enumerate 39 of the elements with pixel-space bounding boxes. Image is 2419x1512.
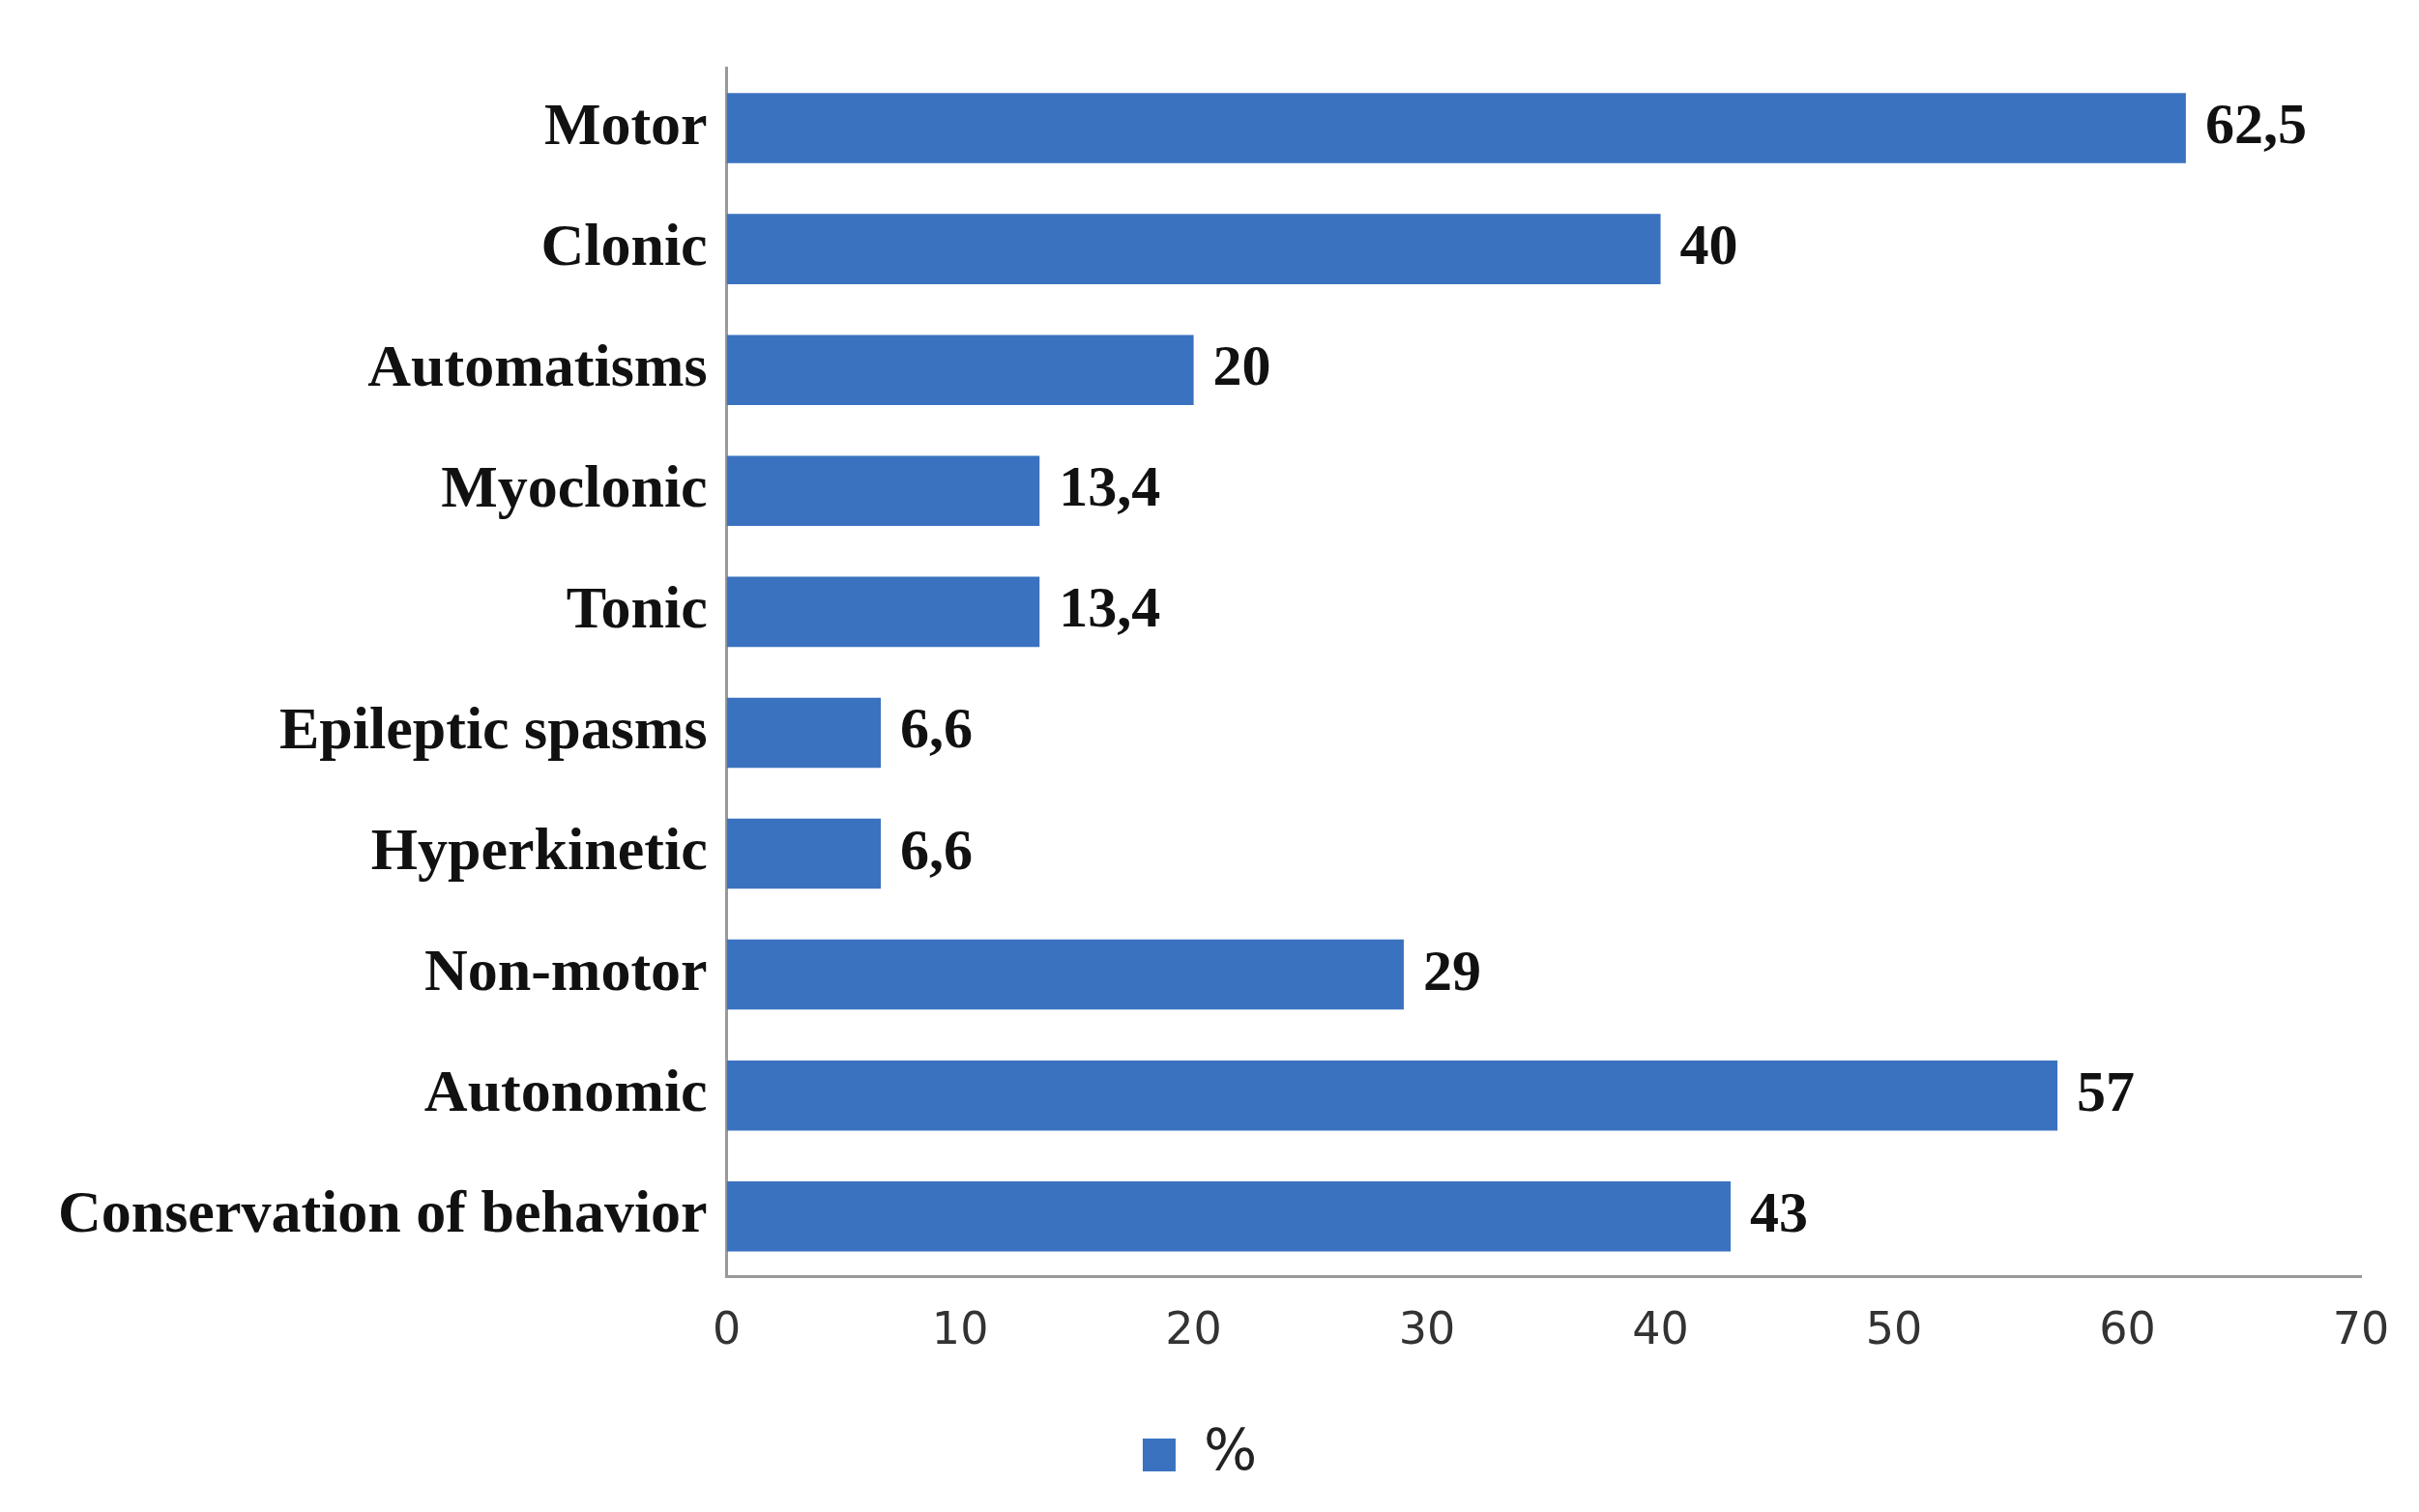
y-tick-label: Tonic — [566, 573, 708, 640]
y-tick-label: Autonomic — [423, 1058, 708, 1124]
x-tick-label: 10 — [931, 1302, 989, 1355]
bar — [726, 576, 1040, 648]
x-tick-label: 0 — [713, 1302, 742, 1355]
bar — [726, 214, 1661, 284]
bar — [726, 818, 882, 889]
y-tick-label: Hyperkinetic — [370, 816, 708, 883]
bar — [726, 1180, 1732, 1252]
bar — [726, 334, 1194, 405]
data-label: 13,4 — [1059, 575, 1161, 640]
data-label: 57 — [2077, 1059, 2136, 1123]
bar — [726, 455, 1040, 527]
data-label: 62,5 — [2204, 92, 2307, 157]
y-tick-label: Conservation of behavior — [57, 1178, 708, 1245]
y-tick-label: Non-motor — [423, 937, 708, 1003]
data-label: 29 — [1422, 938, 1481, 1003]
y-tick-label: Automatisms — [367, 332, 708, 398]
x-tick-label: 70 — [2332, 1302, 2390, 1355]
data-label: 40 — [1679, 213, 1738, 277]
bar — [726, 939, 1404, 1010]
x-tick-label: 20 — [1165, 1302, 1222, 1355]
x-tick-label: 60 — [2099, 1302, 2156, 1355]
x-tick-label: 40 — [1632, 1302, 1689, 1355]
data-label: 6,6 — [900, 696, 974, 761]
bar — [726, 1060, 2058, 1131]
legend-label: % — [1203, 1417, 1258, 1484]
y-tick-label: Motor — [543, 90, 708, 157]
y-tick-label: Myoclonic — [441, 452, 708, 519]
y-tick-label: Clonic — [540, 211, 708, 277]
x-tick-label: 30 — [1398, 1302, 1456, 1355]
bar — [726, 697, 882, 769]
x-tick-label: 50 — [1865, 1302, 1923, 1355]
data-label: 6,6 — [900, 817, 974, 882]
y-tick-label: Epileptic spasms — [278, 694, 708, 761]
data-label: 43 — [1750, 1179, 1809, 1244]
data-label: 20 — [1212, 334, 1271, 398]
data-label: 13,4 — [1059, 454, 1161, 519]
bar — [726, 93, 2186, 163]
